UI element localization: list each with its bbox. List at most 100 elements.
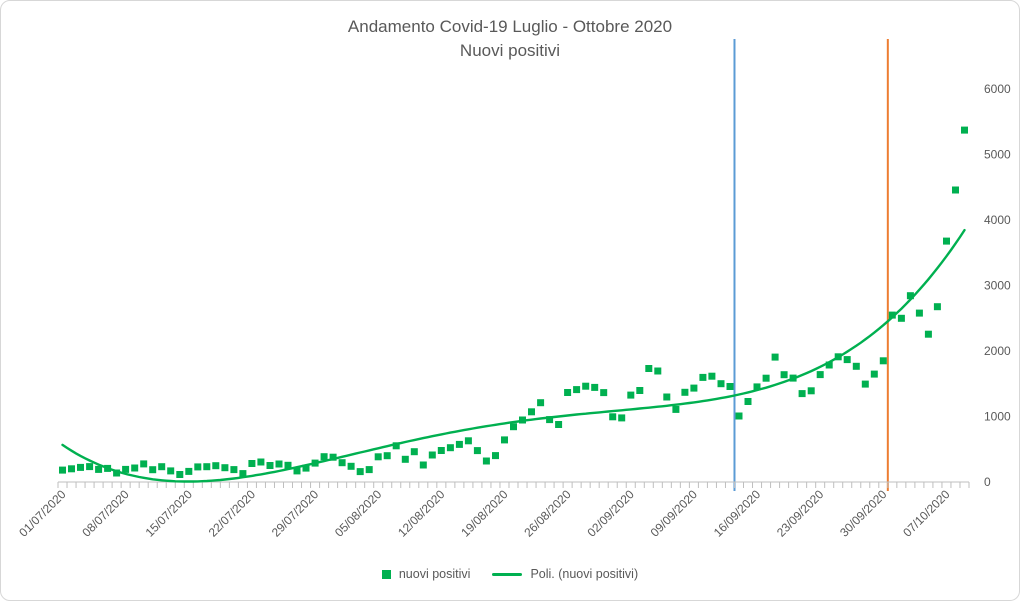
data-point: [699, 373, 707, 381]
scatter-series-nuovi-positivi: [59, 126, 968, 478]
data-point: [419, 461, 427, 469]
data-point: [564, 389, 572, 396]
x-tick-label: 29/07/2020: [269, 487, 322, 540]
data-point: [861, 380, 869, 388]
data-point: [437, 447, 445, 454]
data-point: [654, 367, 662, 375]
data-point: [735, 412, 743, 420]
y-tick-label: 3000: [984, 279, 1011, 293]
data-point: [798, 390, 806, 398]
legend-item-nuovi-positivi: nuovi positivi: [381, 567, 471, 581]
y-tick-label: 2000: [984, 344, 1011, 358]
data-point: [618, 414, 626, 422]
data-point: [537, 399, 545, 407]
data-point: [383, 452, 391, 460]
data-point: [834, 353, 842, 361]
data-point: [122, 465, 130, 473]
x-tick-label: 05/08/2020: [332, 487, 385, 540]
y-tick-label: 4000: [984, 213, 1011, 227]
data-point: [482, 457, 490, 465]
data-point: [961, 126, 968, 134]
y-tick-label: 5000: [984, 148, 1011, 162]
data-point: [501, 436, 508, 444]
data-point: [356, 468, 364, 476]
data-point: [320, 453, 328, 461]
data-point: [924, 330, 932, 338]
data-point: [528, 408, 535, 416]
data-point: [446, 444, 454, 452]
data-point: [104, 464, 112, 472]
chart-legend: nuovi positivi Poli. (nuovi positivi): [1, 567, 1019, 581]
data-point: [311, 459, 319, 467]
data-point: [627, 391, 635, 399]
data-point: [744, 398, 752, 405]
data-point: [428, 451, 436, 459]
x-tick-label: 12/08/2020: [395, 487, 448, 540]
x-tick-label: 30/09/2020: [837, 487, 890, 540]
legend-label-nuovi-positivi: nuovi positivi: [398, 567, 471, 581]
data-point: [401, 455, 409, 463]
data-point: [167, 467, 175, 475]
x-tick-label: 08/07/2020: [79, 487, 132, 540]
data-point: [717, 380, 725, 388]
data-point: [77, 463, 84, 471]
data-point: [546, 416, 554, 424]
data-point: [392, 442, 400, 450]
data-point: [95, 465, 103, 473]
data-point: [609, 413, 617, 421]
data-point: [726, 383, 734, 390]
data-point: [753, 383, 761, 391]
data-point: [185, 467, 193, 475]
data-point: [519, 416, 526, 424]
data-point: [239, 470, 247, 478]
data-point: [870, 370, 878, 378]
data-point: [906, 292, 914, 300]
data-point: [825, 361, 833, 369]
x-tick-label: 26/08/2020: [521, 487, 574, 540]
legend-item-trendline: Poli. (nuovi positivi): [492, 567, 638, 581]
data-point: [212, 462, 220, 470]
x-tick-label: 01/07/2020: [16, 487, 69, 540]
data-point: [780, 371, 788, 379]
x-tick-label: 16/09/2020: [711, 487, 764, 540]
legend-label-trendline: Poli. (nuovi positivi): [530, 567, 639, 581]
y-tick-label: 6000: [984, 82, 1011, 96]
data-point: [843, 356, 851, 364]
data-point: [591, 383, 599, 391]
data-point: [600, 389, 608, 397]
data-point: [374, 453, 382, 461]
data-point: [807, 387, 815, 395]
data-point: [203, 463, 211, 471]
data-point: [59, 466, 66, 474]
data-point: [293, 467, 301, 475]
data-point: [140, 460, 148, 468]
y-tick-label: 1000: [984, 410, 1011, 424]
data-point: [897, 314, 905, 322]
data-point: [952, 186, 959, 194]
data-point: [68, 465, 75, 473]
data-point: [284, 461, 292, 469]
data-point: [86, 463, 94, 471]
data-point: [663, 393, 671, 401]
data-point: [510, 423, 517, 431]
data-point: [131, 464, 139, 472]
data-point: [573, 386, 581, 394]
data-point: [329, 453, 337, 461]
data-point: [464, 437, 472, 445]
data-point: [248, 460, 256, 467]
x-tick-label: 19/08/2020: [458, 487, 511, 540]
data-point: [933, 303, 941, 311]
data-point: [708, 372, 716, 380]
data-point: [176, 471, 184, 478]
data-point: [194, 463, 202, 471]
data-point: [582, 382, 590, 390]
data-point: [455, 440, 463, 448]
data-point: [888, 311, 896, 319]
data-point: [879, 357, 887, 365]
data-point: [555, 421, 563, 428]
data-point: [149, 466, 157, 474]
y-tick-label: 0: [984, 475, 991, 489]
data-point: [681, 388, 689, 396]
data-point: [365, 466, 373, 474]
